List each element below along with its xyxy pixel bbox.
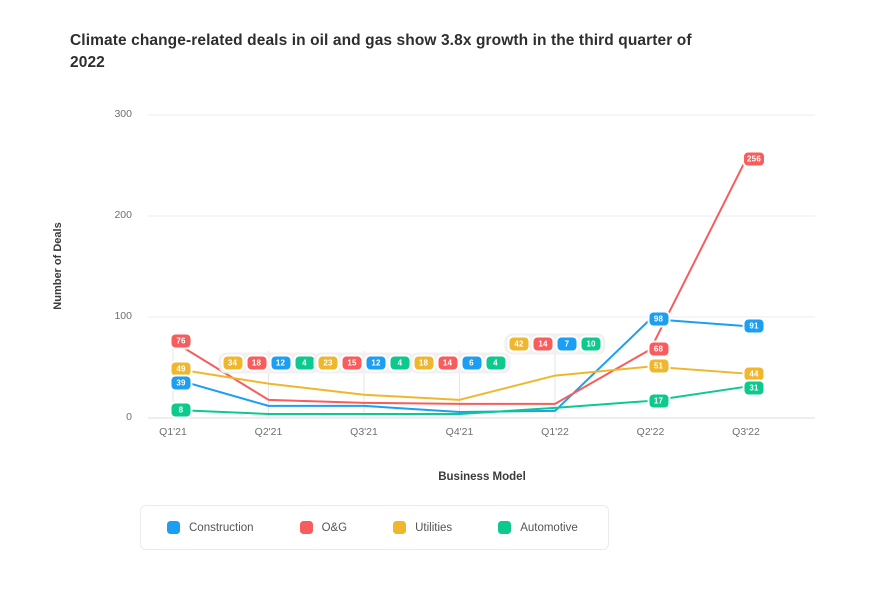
label-cluster: 23 15 12 4 xyxy=(313,352,415,374)
legend-item-utilities[interactable]: Utilities xyxy=(393,521,452,534)
label-cluster: 18 14 6 4 xyxy=(409,352,510,374)
x-tick-label: Q1'21 xyxy=(159,426,187,438)
legend-label-construction: Construction xyxy=(189,521,254,534)
data-label-badge: 23 xyxy=(318,356,338,370)
chart-title-line2: 2022 xyxy=(70,53,105,71)
legend-swatch-utilities xyxy=(393,521,407,534)
x-tick-label: Q2'21 xyxy=(254,426,283,438)
data-label-badge: 76 xyxy=(171,334,191,348)
legend-label-o-g: O&G xyxy=(321,521,348,534)
legend-label-utilities: Utilities xyxy=(415,521,453,534)
data-label-badge: 31 xyxy=(744,381,764,395)
data-label-badge: 6 xyxy=(462,356,481,370)
data-label-badge: 18 xyxy=(414,356,433,370)
legend-swatch-o-g xyxy=(299,521,313,534)
data-label-badge: 68 xyxy=(649,342,668,356)
x-tick-label: Q3'21 xyxy=(350,426,378,438)
y-tick-label: 300 xyxy=(114,108,132,120)
data-label-badge: 4 xyxy=(390,356,410,370)
data-label-badge: 4 xyxy=(486,356,505,370)
legend: Construction O&G Utilities Automotive xyxy=(140,505,609,550)
data-label-badge: 14 xyxy=(533,337,553,351)
x-tick-label: Q3'22 xyxy=(732,426,760,438)
data-label-badge: 39 xyxy=(171,376,191,390)
legend-swatch-construction xyxy=(167,521,180,534)
data-label-badge: 49 xyxy=(171,362,191,375)
label-cluster: 34 18 12 4 xyxy=(218,352,319,374)
data-label-badge: 14 xyxy=(438,356,457,370)
data-label-badge: 12 xyxy=(271,356,290,370)
data-label-badge: 91 xyxy=(744,319,764,333)
chart-title-line1: Climate change-related deals in oil and … xyxy=(70,32,692,49)
x-axis-label: Business Model xyxy=(438,471,526,483)
legend-item-o-g[interactable]: O&G xyxy=(299,521,348,534)
data-label-badge: 15 xyxy=(342,356,362,370)
chart-title: Climate change-related deals in oil and … xyxy=(70,30,850,73)
y-tick-label: 100 xyxy=(114,310,132,322)
x-tick-label: Q1'22 xyxy=(541,426,569,438)
x-tick-label: Q2'22 xyxy=(636,426,665,438)
label-cluster: 42 14 7 10 xyxy=(504,333,606,355)
y-axis-label: Number of Deals xyxy=(52,222,64,310)
y-tick-label: 200 xyxy=(114,209,132,221)
data-label-badge: 4 xyxy=(295,356,314,370)
data-label-badge: 8 xyxy=(171,403,191,417)
y-tick-label: 0 xyxy=(126,411,132,423)
data-label-badge: 34 xyxy=(223,356,242,370)
data-label-badge: 12 xyxy=(366,356,386,370)
data-label-badge: 44 xyxy=(744,367,764,381)
data-label-badge: 98 xyxy=(649,312,668,326)
data-label-badge: 42 xyxy=(509,337,529,351)
legend-swatch-automotive xyxy=(498,521,512,534)
legend-item-construction[interactable]: Construction xyxy=(167,521,254,534)
data-label-badge: 51 xyxy=(649,359,668,373)
data-label-badge: 18 xyxy=(247,356,266,370)
x-tick-label: Q4'21 xyxy=(445,426,474,438)
legend-label-automotive: Automotive xyxy=(520,521,578,534)
data-label-badge: 7 xyxy=(557,337,577,351)
data-label-badge: 10 xyxy=(581,337,601,351)
data-label-badge: 256 xyxy=(744,152,764,166)
data-label-badge: 17 xyxy=(649,394,668,408)
legend-item-automotive[interactable]: Automotive xyxy=(498,521,578,534)
